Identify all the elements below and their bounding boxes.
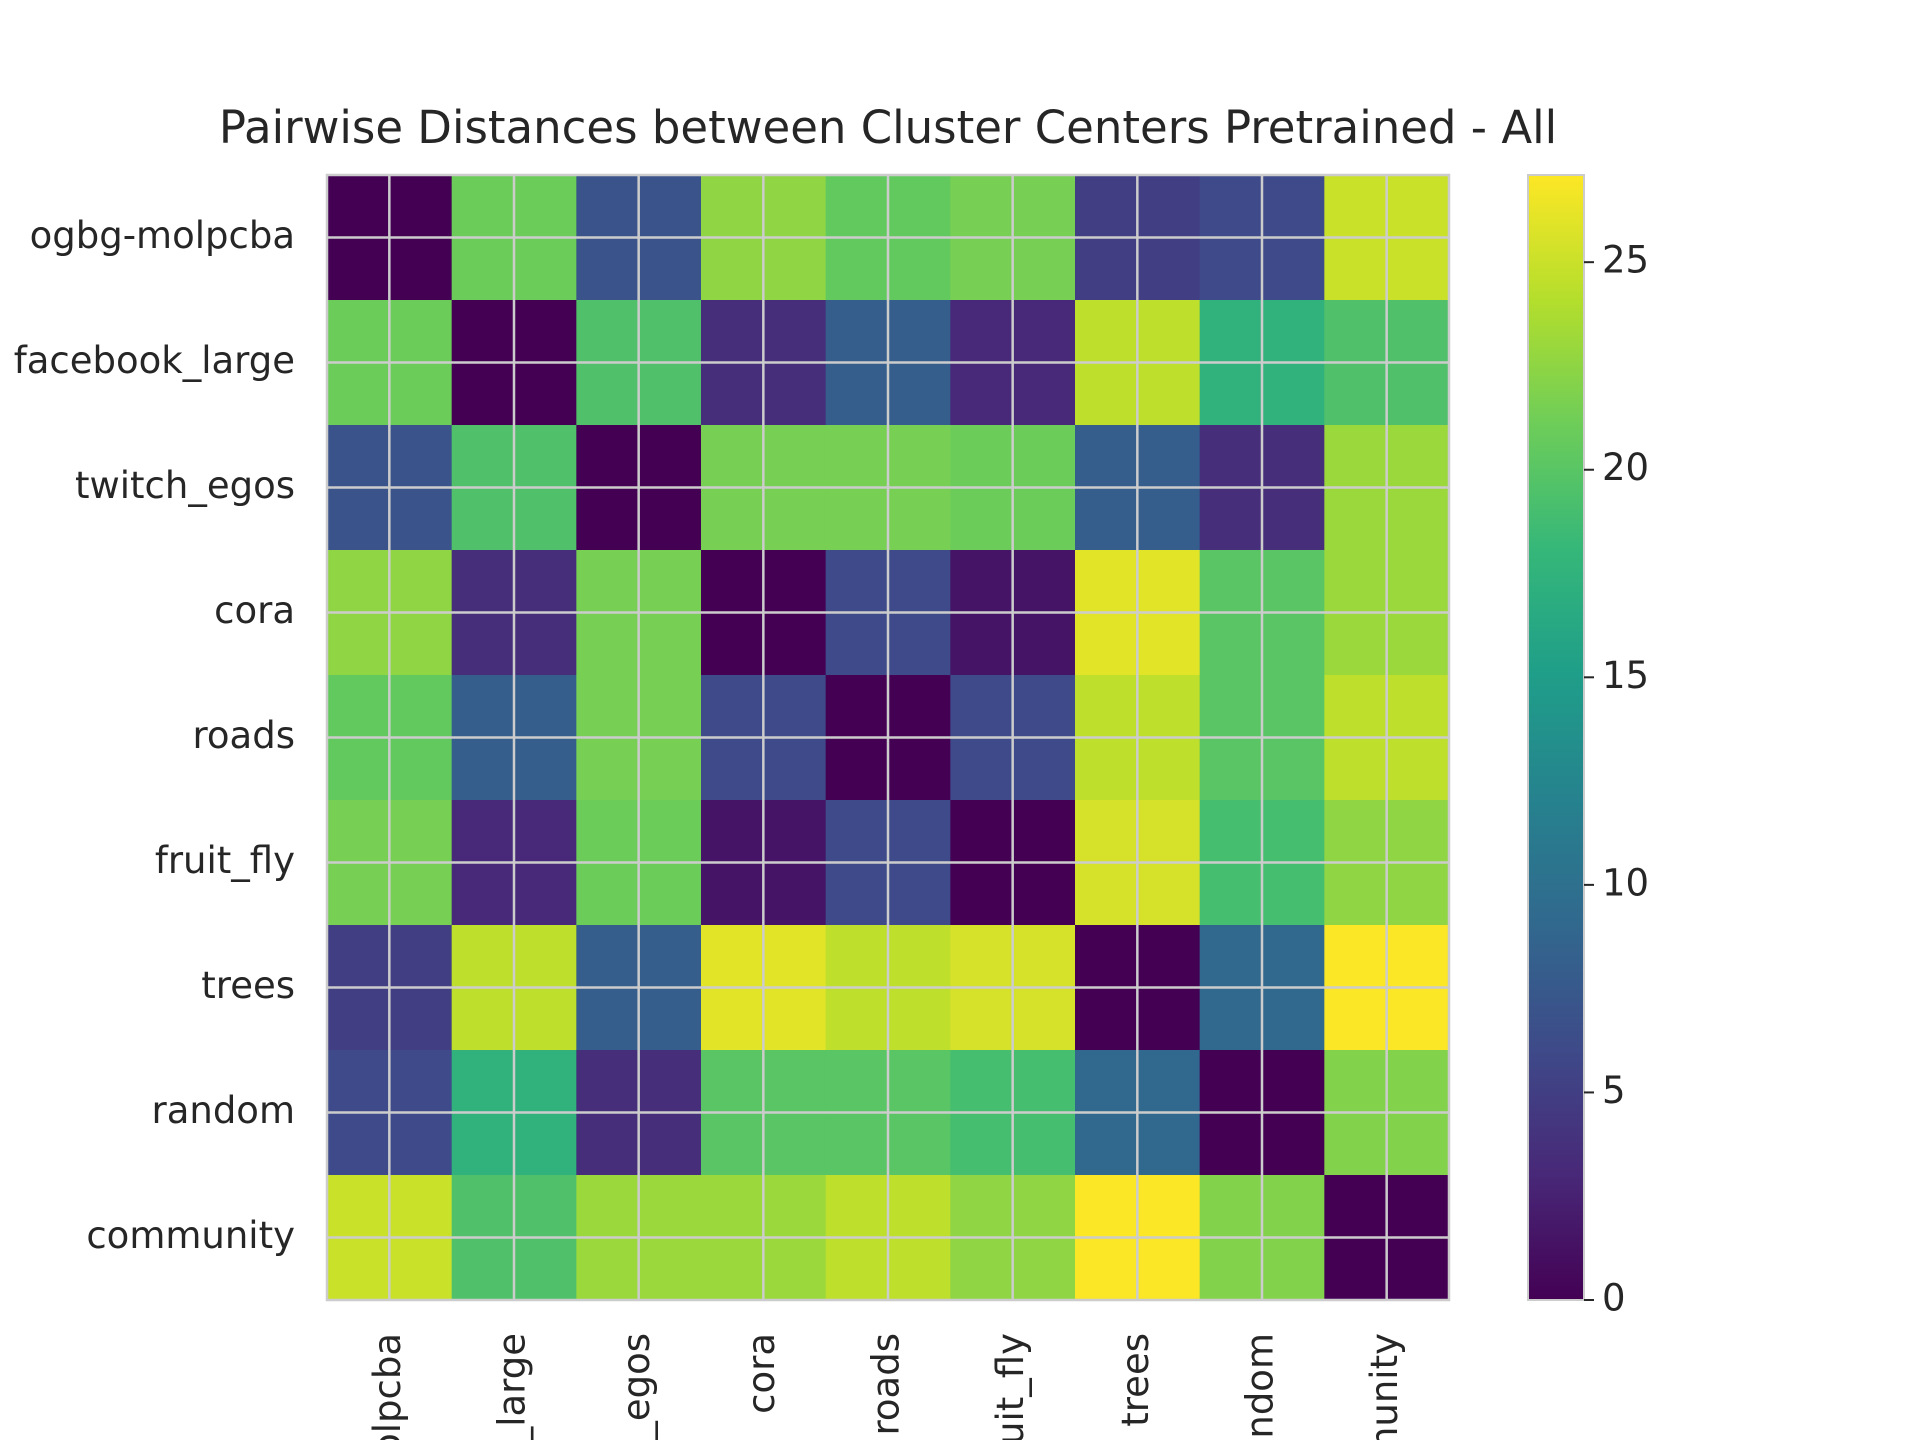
y-tick-label: roads (193, 714, 295, 757)
x-tick-label: twitch_egos (615, 1333, 658, 1440)
y-tick-label: trees (201, 964, 295, 1007)
chart-title: Pairwise Distances between Cluster Cente… (219, 101, 1557, 154)
x-tick-label: ogbg-molpcba (366, 1333, 409, 1440)
y-tick-label: random (151, 1089, 295, 1132)
y-tick-label: facebook_large (14, 339, 295, 382)
x-tick-label: cora (740, 1333, 783, 1414)
colorbar (1527, 174, 1585, 1301)
x-tick-label: facebook_large (491, 1333, 534, 1440)
x-tick-label: fruit_fly (989, 1333, 1032, 1440)
y-tick-label: community (86, 1214, 295, 1257)
colorbar-tick-label: 0 (1602, 1277, 1626, 1320)
y-tick-label: fruit_fly (155, 839, 295, 882)
colorbar-tick-label: 15 (1602, 654, 1649, 697)
x-tick-label: roads (865, 1333, 908, 1435)
colorbar-tick-label: 25 (1602, 239, 1649, 282)
x-tick-label: random (1239, 1333, 1282, 1440)
y-tick-label: twitch_egos (75, 464, 295, 507)
colorbar-tick-label: 20 (1602, 446, 1649, 489)
plot-frame (325, 173, 1451, 1302)
x-tick-label: community (1363, 1333, 1406, 1440)
colorbar-tick-label: 10 (1602, 861, 1649, 904)
x-tick-label: trees (1114, 1333, 1157, 1427)
y-tick-label: cora (214, 589, 295, 632)
colorbar-tick-label: 5 (1602, 1069, 1626, 1112)
y-tick-label: ogbg-molpcba (30, 214, 295, 257)
